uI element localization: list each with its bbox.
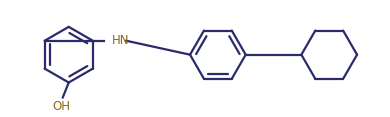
Text: OH: OH [53, 100, 71, 113]
Text: HN: HN [112, 34, 130, 47]
